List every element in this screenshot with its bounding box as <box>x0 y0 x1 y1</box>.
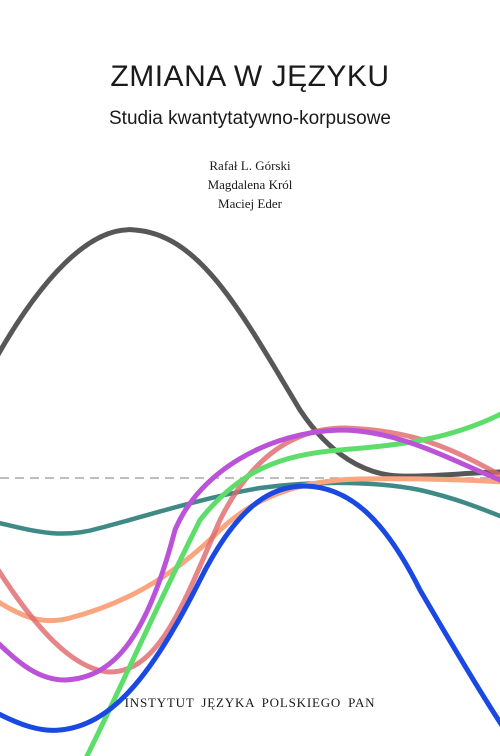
dark-gray-curve <box>0 227 500 479</box>
author-name: Rafał L. Górski <box>209 158 291 173</box>
book-subtitle: Studia kwantytatywno-korpusowe <box>109 108 391 129</box>
publisher-name: INSTYTUT JĘZYKA POLSKIEGO PAN <box>124 695 376 710</box>
author-name: Magdalena Król <box>207 177 293 192</box>
author-list: Rafał L. Górski Magdalena Król Maciej Ed… <box>0 156 500 213</box>
book-title: ZMIANA W JĘZYKU <box>110 60 390 93</box>
teal-curve <box>0 480 500 536</box>
orange-curve <box>0 476 500 624</box>
green-curve <box>84 411 500 756</box>
purple-curve <box>0 427 500 683</box>
red-curve <box>0 425 500 675</box>
author-name: Maciej Eder <box>218 196 282 211</box>
blue-curve <box>0 483 500 733</box>
